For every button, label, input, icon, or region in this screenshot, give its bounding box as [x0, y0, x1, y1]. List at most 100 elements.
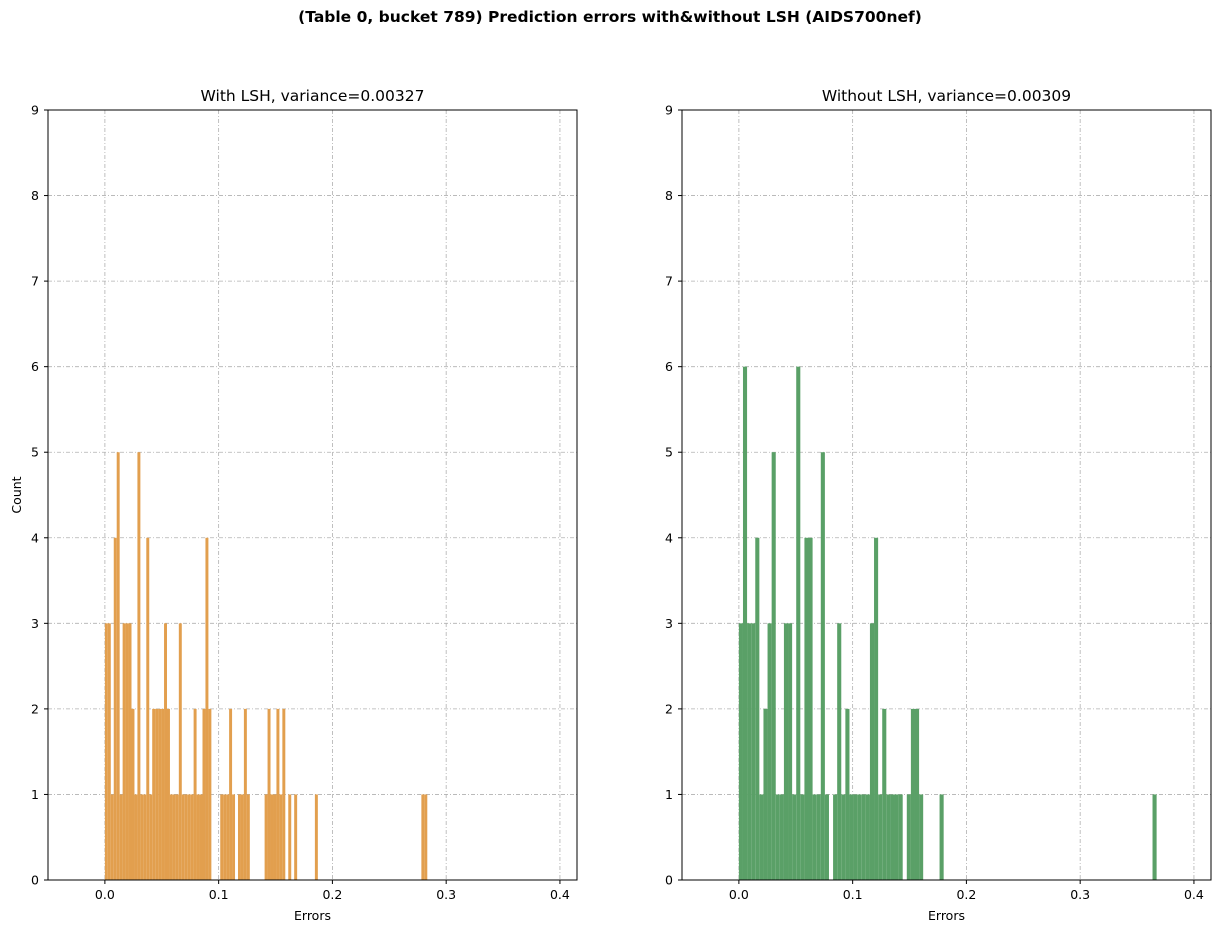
histogram-bar — [421, 794, 425, 880]
histogram-bar — [178, 623, 182, 880]
y-tick-label: 6 — [31, 359, 39, 374]
axes-frame — [47, 109, 578, 881]
histogram-bar — [202, 708, 206, 880]
x-axis-label: Errors — [294, 908, 331, 923]
histogram-bar — [747, 623, 752, 880]
histogram-bar — [276, 708, 280, 880]
histogram-bar — [869, 623, 875, 880]
histogram-bar — [158, 708, 162, 880]
y-tick-label: 0 — [31, 873, 39, 888]
histogram-bar — [237, 794, 241, 880]
histogram-bar — [294, 794, 298, 880]
histogram-bar — [288, 794, 292, 880]
histogram-bar — [742, 366, 748, 881]
histogram-bar — [824, 794, 829, 880]
histogram-bar — [767, 623, 772, 880]
histogram-bar — [149, 794, 153, 880]
histogram-bar — [104, 623, 108, 880]
y-tick-label: 4 — [31, 530, 39, 545]
histogram-bar — [205, 537, 209, 880]
histogram-bar — [279, 794, 283, 880]
y-tick-label: 6 — [665, 359, 673, 374]
histogram-bar — [113, 537, 117, 880]
y-tick-label: 8 — [665, 188, 673, 203]
histogram-bar — [874, 537, 879, 880]
histogram-bar — [849, 794, 854, 880]
histogram-bar — [1152, 794, 1157, 880]
panel-title: With LSH, variance=0.00327 — [201, 87, 425, 105]
histogram-bar — [804, 537, 809, 880]
histogram-bar — [175, 794, 179, 880]
histogram-bar — [738, 623, 743, 880]
histogram-bar — [857, 794, 862, 880]
y-tick-label: 5 — [31, 445, 39, 460]
histogram-bar — [314, 794, 318, 880]
x-tick-label: 0.2 — [322, 887, 342, 902]
histogram-bar — [853, 794, 858, 880]
histogram-panel-2: 0.0 0.1 0.2 0.3 0.4 0 1 2 3 4 5 6 7 8 9 Without LSH, va… — [665, 87, 1212, 923]
histogram-bar — [759, 794, 764, 880]
histogram-bar — [128, 623, 132, 880]
y-tick-label: 4 — [665, 530, 673, 545]
x-tick-label: 0.4 — [1184, 887, 1204, 902]
histogram-bar — [122, 623, 126, 880]
y-axis-label: Count — [9, 476, 24, 513]
histogram-bar — [172, 794, 176, 880]
histogram-bar — [800, 794, 805, 880]
histogram-bar — [763, 708, 768, 880]
histogram-bar — [190, 794, 194, 880]
x-tick-label: 0.1 — [209, 887, 229, 902]
histogram-panel-1: 0.0 0.1 0.2 0.3 0.4 0 1 2 3 4 5 6 7 8 9 With LSH, varia… — [9, 87, 578, 923]
histogram-bar — [771, 452, 776, 880]
y-tick-label: 3 — [665, 616, 673, 631]
histogram-bars — [738, 366, 1157, 881]
histogram-bar — [808, 537, 813, 880]
histogram-bar — [146, 537, 150, 880]
histogram-bar — [223, 794, 227, 880]
histogram-bar — [282, 708, 286, 880]
histogram-bar — [792, 794, 797, 880]
histogram-bar — [424, 794, 428, 880]
histogram-bar — [143, 794, 147, 880]
histogram-bar — [841, 794, 846, 880]
histogram-bar — [267, 708, 271, 880]
histogram-bar — [816, 794, 821, 880]
histogram-bar — [755, 537, 760, 880]
y-tick-label: 2 — [665, 701, 673, 716]
histogram-bar — [229, 708, 233, 880]
y-tick-label: 9 — [31, 103, 39, 118]
x-tick-label: 0.2 — [956, 887, 976, 902]
y-tick-label: 7 — [31, 274, 39, 289]
histogram-bar — [264, 794, 268, 880]
histogram-bar — [116, 452, 120, 880]
histogram-bar — [783, 623, 789, 880]
histogram-bar — [169, 794, 173, 880]
histogram-bar — [166, 708, 170, 880]
histogram-bars — [104, 452, 428, 880]
histogram-bar — [152, 708, 156, 880]
x-tick-label: 0.0 — [95, 887, 115, 902]
x-tick-label: 0.3 — [1070, 887, 1090, 902]
y-tick-label: 9 — [665, 103, 673, 118]
histogram-bar — [246, 794, 250, 880]
histogram-bar — [273, 794, 277, 880]
y-tick-label: 1 — [665, 787, 673, 802]
histogram-bar — [914, 708, 920, 880]
histogram-bar — [833, 794, 838, 880]
histogram-bar — [119, 794, 123, 880]
histogram-bar — [161, 708, 165, 880]
y-tick-label: 2 — [31, 701, 39, 716]
figure-suptitle: (Table 0, bucket 789) Prediction errors … — [298, 8, 922, 26]
histogram-bar — [812, 794, 817, 880]
histogram-bar — [125, 623, 129, 880]
histogram-bar — [137, 452, 141, 880]
histogram-bar — [890, 794, 895, 880]
y-tick-label: 1 — [31, 787, 39, 802]
histogram-bar — [878, 794, 883, 880]
y-tick-label: 3 — [31, 616, 39, 631]
x-tick-label: 0.4 — [550, 887, 570, 902]
histogram-bar — [164, 623, 167, 880]
histogram-bar — [837, 623, 842, 880]
histogram-bar — [107, 623, 111, 880]
